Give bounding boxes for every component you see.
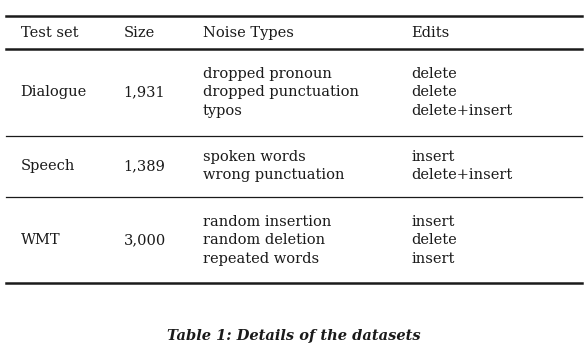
Text: 1,931: 1,931: [123, 86, 165, 99]
Text: Speech: Speech: [21, 159, 75, 173]
Text: dropped pronoun: dropped pronoun: [203, 67, 332, 81]
Text: delete+insert: delete+insert: [412, 104, 513, 118]
Text: Noise Types: Noise Types: [203, 26, 294, 39]
Text: wrong punctuation: wrong punctuation: [203, 169, 345, 182]
Text: insert: insert: [412, 215, 455, 229]
Text: insert: insert: [412, 252, 455, 265]
Text: Size: Size: [123, 26, 155, 39]
Text: Edits: Edits: [412, 26, 450, 39]
Text: Test set: Test set: [21, 26, 78, 39]
Text: WMT: WMT: [21, 233, 60, 247]
Text: delete: delete: [412, 86, 457, 99]
Text: delete: delete: [412, 233, 457, 247]
Text: dropped punctuation: dropped punctuation: [203, 86, 359, 99]
Text: delete: delete: [412, 67, 457, 81]
Text: delete+insert: delete+insert: [412, 169, 513, 182]
Text: spoken words: spoken words: [203, 150, 306, 164]
Text: Table 1: Details of the datasets: Table 1: Details of the datasets: [167, 329, 421, 343]
Text: insert: insert: [412, 150, 455, 164]
Text: 1,389: 1,389: [123, 159, 165, 173]
Text: random deletion: random deletion: [203, 233, 325, 247]
Text: typos: typos: [203, 104, 243, 118]
Text: Dialogue: Dialogue: [21, 86, 87, 99]
Text: random insertion: random insertion: [203, 215, 331, 229]
Text: repeated words: repeated words: [203, 252, 319, 265]
Text: 3,000: 3,000: [123, 233, 166, 247]
